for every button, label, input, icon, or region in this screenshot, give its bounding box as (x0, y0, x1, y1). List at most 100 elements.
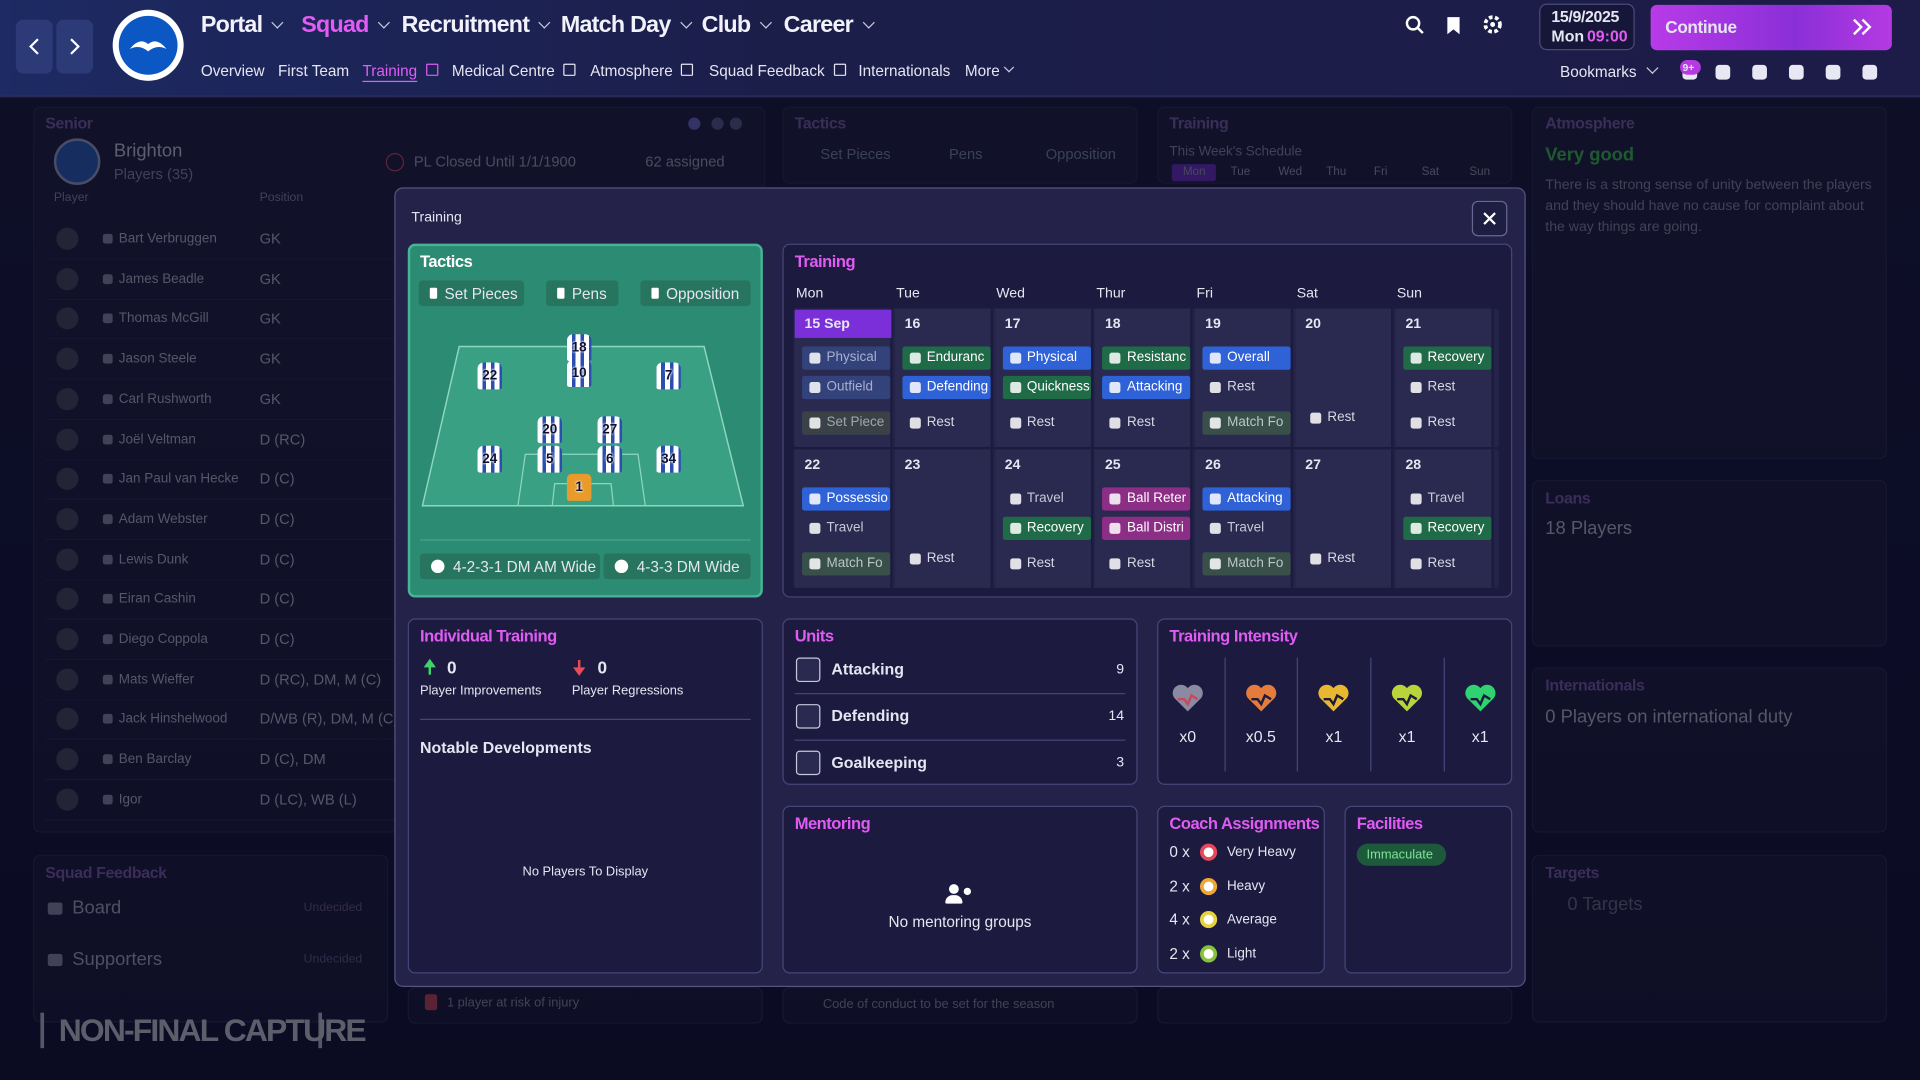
training-session[interactable]: Travel (802, 517, 890, 540)
training-session[interactable]: Quickness (1002, 375, 1091, 400)
subnav-item[interactable]: Internationals (858, 62, 950, 79)
subnav-label: Medical Centre (451, 62, 555, 80)
formation-label[interactable]: 4-2-3-1 DM AM Wide (453, 557, 596, 575)
player-shirt[interactable] (566, 473, 592, 501)
player-shirt[interactable] (597, 416, 623, 444)
player-shirt[interactable] (566, 334, 592, 362)
training-session[interactable]: Match Fo (1202, 552, 1291, 576)
training-session[interactable]: Attacking (1102, 375, 1191, 400)
nav-item[interactable]: Match Day (561, 13, 692, 37)
nav-item[interactable]: Career (784, 13, 875, 37)
intensity-heart[interactable] (1171, 681, 1205, 715)
training-session[interactable]: Match Fo (1202, 411, 1291, 435)
training-session[interactable]: Rest (1002, 411, 1090, 434)
training-session[interactable]: Rest (1303, 407, 1391, 430)
close-button[interactable] (1471, 200, 1508, 237)
training-session[interactable]: Travel (1203, 517, 1291, 540)
training-session[interactable]: Defending (902, 375, 991, 400)
formation[interactable] (420, 553, 601, 580)
unit-name[interactable]: Goalkeeping (831, 753, 927, 772)
training-session[interactable]: Rest (1403, 552, 1491, 575)
training-session[interactable]: Rest (1103, 411, 1191, 434)
back-button[interactable] (15, 19, 53, 74)
subnav-item[interactable]: Atmosphere (590, 62, 694, 80)
club-crest[interactable] (110, 7, 186, 83)
tab-label[interactable]: Opposition (666, 284, 740, 302)
nav-item[interactable]: Portal (201, 13, 284, 37)
training-session[interactable]: Rest (1203, 376, 1291, 399)
subnav-item[interactable]: Overview (201, 62, 265, 79)
search-icon[interactable] (1404, 15, 1424, 37)
day-cell[interactable] (1295, 308, 1394, 447)
player-shirt[interactable] (566, 360, 592, 387)
subnav-item[interactable]: Medical Centre (451, 62, 576, 80)
training-session[interactable]: Outfield (802, 375, 891, 400)
day-date: 18 (1104, 317, 1121, 332)
nav-item[interactable]: Recruitment (402, 13, 551, 37)
player-shirt[interactable] (477, 362, 503, 390)
training-session[interactable]: Rest (1403, 411, 1491, 434)
training-session[interactable]: Overall (1202, 346, 1291, 370)
day-cell[interactable] (1295, 449, 1394, 588)
training-session[interactable]: Possessio (802, 487, 891, 511)
bookmark-icon[interactable] (1446, 16, 1461, 36)
training-session[interactable]: Physical (1002, 346, 1091, 370)
training-session[interactable]: Set Piece (802, 411, 891, 435)
training-session[interactable]: Resistanc (1102, 346, 1191, 370)
tab-label[interactable]: Pens (571, 284, 607, 302)
tab-label[interactable]: Set Pieces (444, 284, 518, 302)
player-shirt[interactable] (656, 362, 681, 390)
player-shirt[interactable] (656, 445, 681, 473)
nav-label: Recruitment (401, 12, 530, 38)
player-shirt[interactable] (537, 416, 563, 444)
intensity-heart[interactable] (1244, 681, 1278, 715)
bookmarks[interactable]: Bookmarks (1560, 61, 1658, 81)
training-session[interactable]: Recovery (1403, 516, 1492, 541)
training-session[interactable]: Enduranc (902, 346, 991, 370)
training-session[interactable]: Travel (1002, 487, 1090, 510)
nav-label: Club (701, 12, 751, 38)
toolbar-icon[interactable] (1752, 64, 1767, 80)
toolbar-icon[interactable] (1825, 64, 1841, 80)
training-session[interactable]: Travel (1403, 487, 1491, 510)
training-session[interactable]: Rest (902, 411, 990, 434)
settings-icon[interactable] (1483, 15, 1503, 35)
training-session[interactable]: Match Fo (802, 552, 891, 576)
continue-label[interactable]: Continue (1665, 17, 1737, 37)
training-session[interactable]: Rest (1403, 376, 1491, 399)
training-session[interactable]: Recovery (1403, 346, 1492, 370)
training-session[interactable]: Rest (1303, 547, 1391, 570)
player-shirt[interactable] (597, 445, 623, 473)
training-session[interactable]: Rest (1103, 552, 1191, 575)
unit-name[interactable]: Attacking (831, 660, 904, 679)
training-session[interactable]: Recovery (1002, 516, 1091, 541)
player-shirt[interactable] (477, 445, 503, 473)
player-shirt[interactable] (537, 445, 563, 473)
subnav-item[interactable]: First Team (278, 62, 349, 79)
formation[interactable] (603, 553, 751, 580)
nav-item[interactable]: Club (702, 13, 772, 37)
subnav-item[interactable]: More (965, 62, 1015, 80)
forward-button[interactable] (56, 19, 94, 74)
toolbar-icon[interactable] (1715, 64, 1731, 80)
training-session[interactable]: Physical (802, 346, 891, 370)
training-session[interactable]: Attacking (1202, 487, 1291, 511)
training-session[interactable]: Ball Distri (1102, 516, 1191, 541)
unit-name[interactable]: Defending (831, 706, 910, 725)
training-session[interactable]: Ball Reter (1102, 487, 1191, 511)
date-box[interactable] (1539, 3, 1635, 51)
nav-item[interactable]: Squad (301, 13, 391, 37)
toolbar-icon[interactable] (1788, 64, 1804, 80)
chevron (271, 16, 284, 29)
formation-label[interactable]: 4-3-3 DM Wide (636, 557, 740, 575)
toolbar-icon[interactable] (1862, 64, 1878, 80)
subnav-item[interactable]: Squad Feedback (709, 62, 846, 80)
training-session[interactable]: Rest (1002, 552, 1090, 575)
training-session[interactable]: Rest (902, 547, 990, 570)
intensity-heart[interactable] (1317, 681, 1351, 715)
subnav-item[interactable]: Training (362, 62, 439, 80)
intensity-heart[interactable] (1463, 681, 1497, 715)
continue-button[interactable] (1650, 4, 1892, 51)
day-cell[interactable] (894, 449, 993, 588)
intensity-heart[interactable] (1390, 681, 1424, 715)
